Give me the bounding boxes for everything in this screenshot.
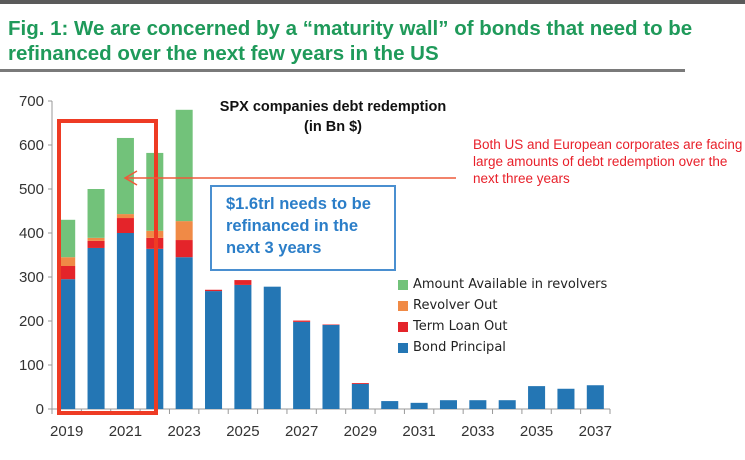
legend-item-available: Amount Available in revolvers [398, 274, 607, 295]
bar-bond-2031 [410, 402, 428, 409]
bar-revolver-out-2021 [116, 214, 134, 219]
y-tick-label: 400 [19, 225, 44, 242]
top-rule [0, 0, 745, 4]
x-tick-label: 2035 [520, 423, 553, 440]
title-rule [0, 69, 685, 72]
bar-bond-2035 [528, 386, 546, 409]
bar-bond-2028 [322, 324, 340, 409]
legend-label: Revolver Out [413, 298, 498, 313]
x-tick-label: 2025 [226, 423, 259, 440]
legend-item-revolver-out: Revolver Out [398, 295, 607, 316]
bar-term-loan-2028 [322, 324, 340, 326]
bar-term-loan-2029 [351, 383, 369, 384]
y-axis: 0 100 200 300 400 500 600 700 [19, 93, 53, 418]
bar-bond-2025 [234, 284, 252, 409]
chart-subtitle: (in Bn $) [304, 119, 362, 135]
bar-available-2019 [58, 219, 76, 258]
x-tick-label: 2023 [167, 423, 200, 440]
bars [58, 109, 604, 409]
x-tick-label: 2037 [579, 423, 612, 440]
legend-swatch-available [398, 279, 408, 290]
legend-swatch-term-loan [398, 321, 408, 332]
legend-label: Bond Principal [413, 340, 506, 355]
x-tick-label: 2033 [461, 423, 494, 440]
bar-available-2021 [116, 137, 134, 215]
arrow [123, 170, 456, 186]
y-tick-label: 100 [19, 357, 44, 374]
bar-bond-2032 [439, 400, 457, 409]
bar-bond-2023 [175, 257, 193, 409]
bar-term-loan-2020 [87, 240, 105, 248]
bar-term-loan-2019 [58, 266, 76, 280]
bar-available-2023 [175, 109, 193, 222]
x-tick-label: 2027 [285, 423, 318, 440]
annotation-red-note: Both US and European corporates are faci… [473, 137, 743, 186]
y-tick-label: 300 [19, 269, 44, 286]
bar-bond-2034 [498, 400, 516, 409]
bar-revolver-out-2023 [175, 221, 193, 241]
y-tick-label: 0 [36, 401, 44, 418]
bar-bond-2024 [205, 291, 223, 409]
x-tick-label: 2019 [50, 423, 83, 440]
bar-term-loan-2024 [205, 289, 223, 292]
bar-bond-2029 [351, 383, 369, 409]
legend-item-term-loan: Term Loan Out [398, 316, 607, 337]
legend-label: Term Loan Out [413, 319, 508, 334]
legend: Amount Available in revolvers Revolver O… [398, 274, 607, 358]
x-tick-label: 2031 [402, 423, 435, 440]
bar-term-loan-2025 [234, 280, 252, 285]
bar-revolver-out-2019 [58, 257, 76, 266]
highlight-box [57, 119, 158, 415]
legend-label: Amount Available in revolvers [413, 277, 608, 292]
bar-revolver-out-2020 [87, 237, 105, 241]
x-axis: 2019 2021 2023 2025 2027 2029 2031 2033 2035 2037 [50, 408, 612, 440]
bar-bond-2036 [557, 388, 575, 409]
arrow-head-icon [123, 170, 138, 186]
callout-box: $1.6trl needs to be refinanced in the ne… [210, 185, 396, 271]
x-tick-label: 2021 [109, 423, 142, 440]
bar-bond-2027 [293, 321, 311, 409]
bar-bond-2033 [469, 400, 487, 409]
y-tick-label: 600 [19, 137, 44, 154]
y-tick-label: 700 [19, 93, 44, 110]
bar-term-loan-2021 [116, 218, 134, 233]
chart-title: SPX companies debt redemption [220, 99, 446, 115]
bar-term-loan-2023 [175, 240, 193, 258]
legend-item-bond: Bond Principal [398, 337, 607, 358]
bar-bond-2019 [58, 279, 76, 409]
bar-bond-2030 [381, 401, 399, 409]
bar-bond-2020 [87, 247, 105, 409]
y-tick-label: 500 [19, 181, 44, 198]
bar-bond-2026 [263, 286, 281, 409]
legend-swatch-revolver-out [398, 300, 408, 311]
bar-bond-2037 [586, 385, 604, 409]
figure-title: Fig. 1: We are concerned by a “maturity … [8, 17, 693, 65]
bar-term-loan-2027 [293, 320, 311, 322]
bar-bond-2021 [116, 233, 134, 409]
legend-swatch-bond [398, 342, 408, 353]
x-tick-label: 2029 [344, 423, 377, 440]
y-tick-label: 200 [19, 313, 44, 330]
bar-available-2020 [87, 189, 105, 238]
